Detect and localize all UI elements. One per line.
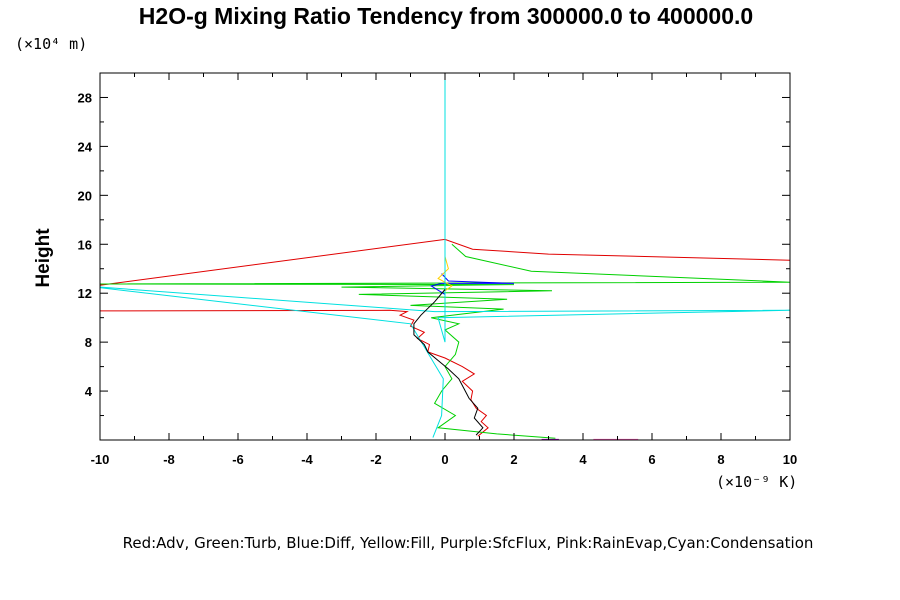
legend-text: Red:Adv, Green:Turb, Blue:Diff, Yellow:F… [123,534,814,552]
y-tick-label: 28 [78,90,92,105]
series-line-turb [99,243,791,439]
x-tick-label: 4 [579,452,587,467]
plot-area [99,72,791,441]
y-tick-label: 16 [78,237,92,252]
y-tick-label: 12 [78,286,92,301]
y-tick-label: 20 [78,188,92,203]
y-unit-label: (×10⁴ m) [15,35,87,53]
x-tick-label: 6 [648,452,655,467]
y-tick-label: 24 [78,139,93,154]
y-tick-labels: 4 8 12 16 20 24 28 [78,90,93,399]
plot-frame [99,72,791,441]
series-line-fill [437,256,453,292]
series-line-diff [429,273,515,295]
x-tick-label: -8 [163,452,175,467]
x-tick-label: 8 [717,452,724,467]
y-tick-label: 8 [85,335,92,350]
x-tick-labels: -10 -8 -6 -4 -2 0 2 4 6 8 10 [91,452,798,467]
x-tick-label: 2 [510,452,517,467]
x-tick-label: 0 [441,452,448,467]
series-line-total [413,289,484,436]
x-tick-label: 10 [783,452,797,467]
chart-title: H2O-g Mixing Ratio Tendency from 300000.… [139,3,753,29]
y-tick-label: 4 [85,384,93,399]
ticks-layer [99,73,791,440]
y-axis-label: Height [33,228,54,288]
x-tick-label: -6 [232,452,244,467]
x-tick-label: -2 [370,452,382,467]
x-tick-label: -4 [301,452,313,467]
series-line-condensation [99,73,791,438]
x-unit-label: (×10⁻⁹ K) [716,473,797,491]
x-tick-label: -10 [91,452,110,467]
series-layer [99,73,791,440]
